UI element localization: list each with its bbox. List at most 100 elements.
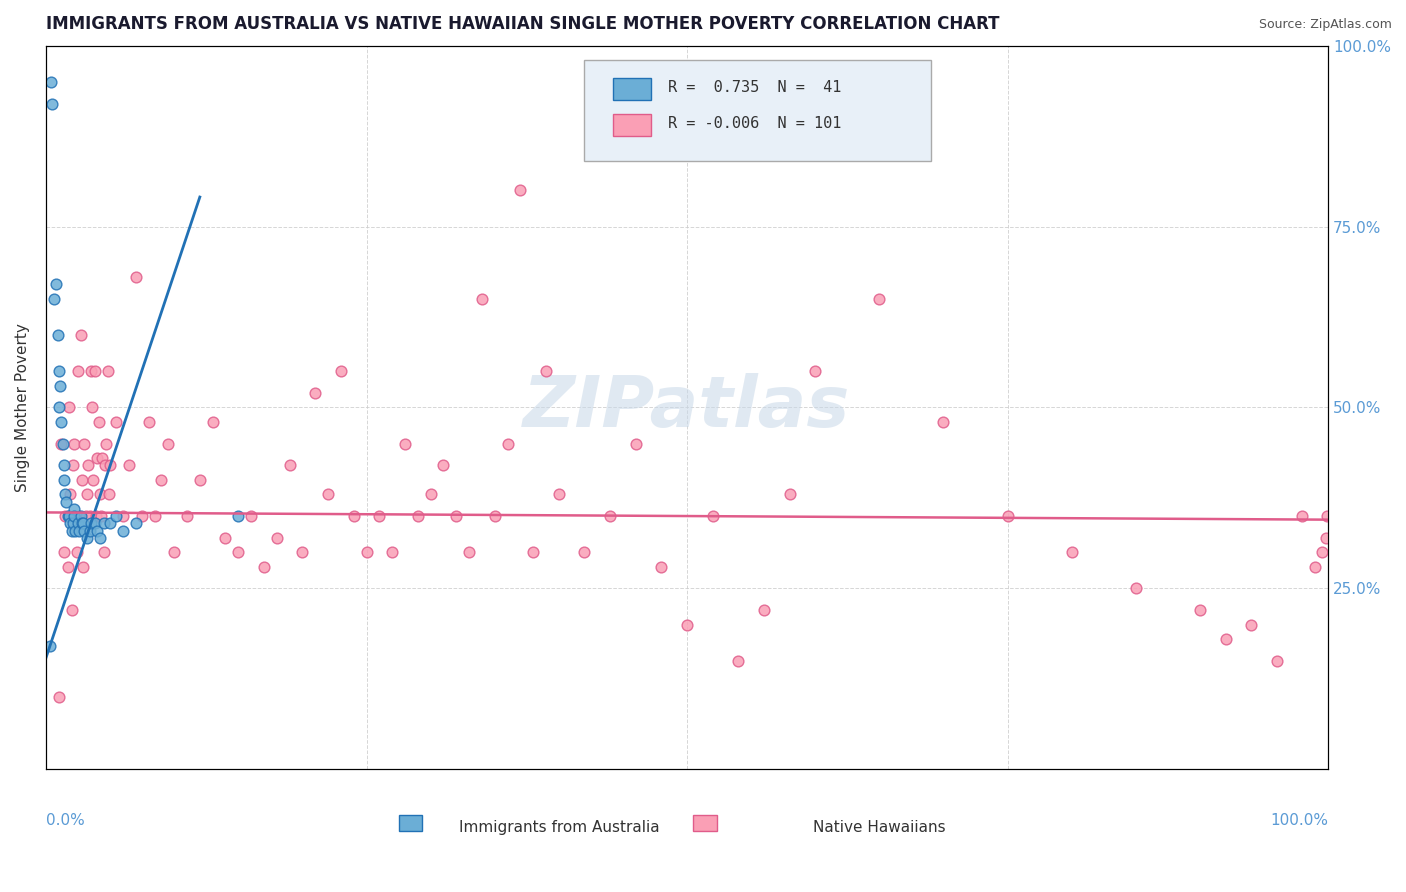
Point	[368, 509, 391, 524]
Point	[650, 559, 672, 574]
Point	[98, 458, 121, 473]
Point	[65, 524, 87, 538]
Bar	[613, 78, 651, 100]
Point	[72, 516, 94, 531]
Point	[394, 436, 416, 450]
Point	[316, 487, 339, 501]
Point	[226, 509, 249, 524]
Point	[77, 458, 100, 473]
Text: Native Hawaiians: Native Hawaiians	[813, 820, 946, 835]
Point	[82, 401, 104, 415]
Point	[419, 487, 441, 501]
Point	[70, 473, 93, 487]
Point	[1125, 582, 1147, 596]
Point	[496, 436, 519, 450]
Point	[1240, 617, 1263, 632]
Point	[1305, 559, 1327, 574]
Point	[66, 516, 89, 531]
Point	[432, 458, 454, 473]
Point	[48, 364, 70, 378]
Point	[66, 364, 89, 378]
Point	[75, 509, 97, 524]
Point	[329, 364, 352, 378]
Point	[97, 487, 120, 501]
Point	[89, 487, 111, 501]
Point	[63, 509, 86, 524]
Point	[266, 531, 288, 545]
Point	[59, 487, 82, 501]
Point	[1291, 509, 1313, 524]
Point	[932, 415, 955, 429]
Point	[52, 436, 75, 450]
Point	[240, 509, 263, 524]
Point	[67, 509, 90, 524]
Point	[118, 458, 141, 473]
FancyBboxPatch shape	[585, 60, 931, 161]
Text: R =  0.735  N =  41: R = 0.735 N = 41	[668, 80, 841, 95]
Point	[58, 401, 80, 415]
Point	[484, 509, 506, 524]
Point	[105, 415, 128, 429]
Point	[93, 516, 115, 531]
Text: ZIPatlas: ZIPatlas	[523, 373, 851, 442]
Point	[176, 509, 198, 524]
Point	[76, 531, 98, 545]
Point	[105, 509, 128, 524]
Point	[52, 458, 75, 473]
Point	[381, 545, 404, 559]
Point	[131, 509, 153, 524]
Point	[624, 436, 647, 450]
Point	[253, 559, 276, 574]
Point	[63, 436, 86, 450]
Point	[66, 545, 89, 559]
Point	[38, 640, 60, 654]
Point	[125, 516, 148, 531]
Point	[69, 328, 91, 343]
Point	[82, 473, 104, 487]
Point	[72, 559, 94, 574]
Point	[93, 545, 115, 559]
Point	[509, 183, 531, 197]
Point	[458, 545, 481, 559]
Bar	[613, 114, 651, 136]
Point	[356, 545, 378, 559]
Point	[86, 524, 108, 538]
Point	[304, 386, 326, 401]
Point	[56, 509, 79, 524]
Point	[125, 270, 148, 285]
Point	[150, 473, 173, 487]
Point	[676, 617, 699, 632]
Point	[111, 509, 134, 524]
Bar	[693, 815, 717, 830]
Point	[188, 473, 211, 487]
Point	[83, 516, 105, 531]
Text: 100.0%: 100.0%	[1270, 813, 1329, 828]
Point	[48, 401, 70, 415]
Text: R = -0.006  N = 101: R = -0.006 N = 101	[668, 116, 841, 131]
Point	[1215, 632, 1237, 646]
Point	[87, 415, 110, 429]
Point	[70, 516, 93, 531]
Point	[1188, 603, 1211, 617]
Point	[45, 277, 67, 292]
Point	[53, 487, 76, 501]
Point	[1265, 654, 1288, 668]
Point	[547, 487, 569, 501]
Point	[163, 545, 186, 559]
Point	[83, 364, 105, 378]
Point	[868, 292, 890, 306]
Point	[42, 292, 65, 306]
Text: Immigrants from Australia: Immigrants from Australia	[458, 820, 659, 835]
Point	[58, 509, 80, 524]
Point	[291, 545, 314, 559]
Point	[1316, 509, 1339, 524]
Point	[89, 531, 111, 545]
Point	[80, 364, 103, 378]
Point	[727, 654, 749, 668]
Point	[111, 524, 134, 538]
Point	[1060, 545, 1083, 559]
Point	[406, 509, 429, 524]
Point	[55, 494, 77, 508]
Point	[343, 509, 366, 524]
Point	[63, 501, 86, 516]
